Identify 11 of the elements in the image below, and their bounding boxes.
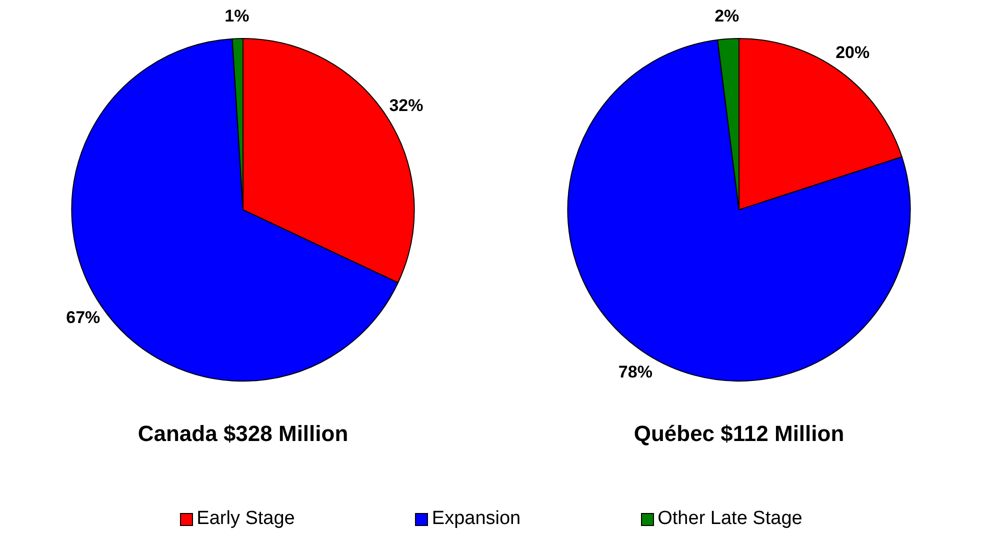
data-label: 32%	[389, 96, 424, 115]
legend-label: Early Stage	[196, 508, 295, 530]
text: Québec $112 Million	[634, 420, 844, 446]
data-label: 67%	[66, 308, 100, 328]
data-label: 20%	[836, 43, 870, 62]
data-label: 1%	[224, 6, 250, 26]
legend-label: Other Late Stage	[658, 508, 802, 530]
data-label: 78%	[618, 362, 652, 382]
legend-label: Expansion	[432, 508, 521, 530]
text: Canada $328 Million	[138, 420, 348, 446]
data-label: 2%	[714, 6, 740, 26]
